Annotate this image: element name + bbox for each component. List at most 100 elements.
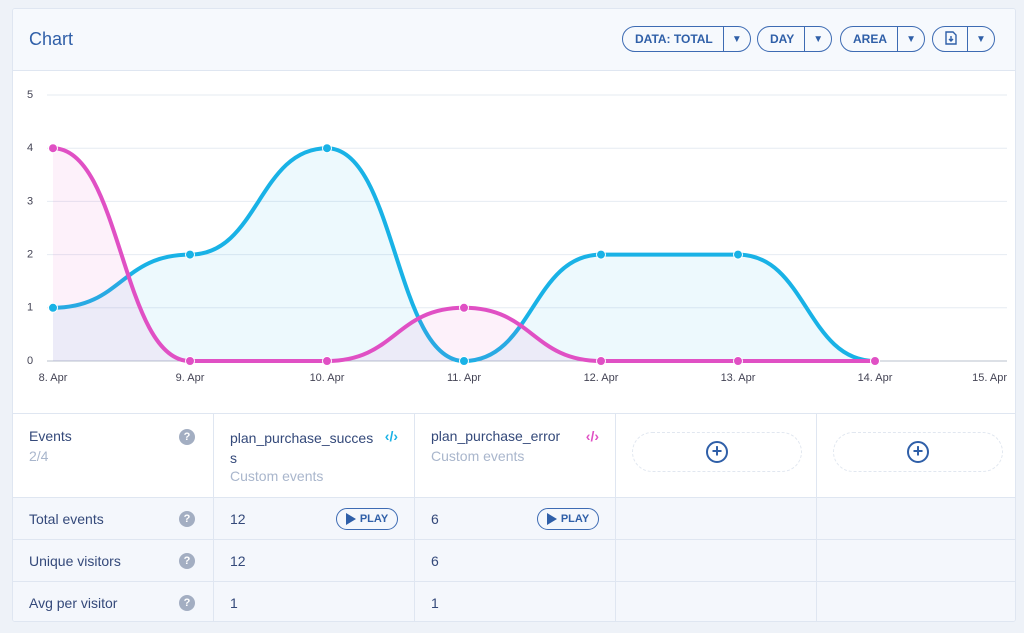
events-table: Events 2/4 ? plan_purchase_success Custo…	[13, 413, 1015, 621]
play-button[interactable]: PLAY	[537, 508, 599, 530]
x-tick-label: 9. Apr	[176, 372, 205, 384]
events-label: Events	[29, 428, 72, 444]
help-icon[interactable]: ?	[179, 595, 195, 611]
data-point	[596, 356, 606, 366]
event-column: plan_purchase_success Custom events ‹/›	[214, 414, 415, 498]
chart: 0 1 2 3 4 5 8. Apr 9. Apr 10. Apr 11. Apr 12. Apr 1…	[27, 89, 1007, 384]
data-point	[733, 249, 743, 260]
y-tick-label: 3	[27, 195, 33, 207]
x-tick-label: 10. Apr	[310, 372, 345, 384]
dropdown-arrow[interactable]: ▼	[722, 27, 750, 51]
row-label: Avg per visitor	[29, 595, 118, 611]
row-label: Unique visitors	[29, 553, 121, 569]
area-fill	[53, 148, 875, 361]
event-subtitle: Custom events	[431, 448, 525, 464]
event-name: plan_purchase_error	[431, 428, 561, 444]
data-point	[48, 143, 58, 154]
code-icon[interactable]: ‹/›	[585, 428, 599, 444]
code-icon[interactable]: ‹/›	[384, 428, 398, 444]
row-value: 1	[230, 595, 238, 611]
events-header: Events 2/4 ?	[13, 414, 214, 498]
data-point	[459, 356, 469, 366]
row-label-cell: Unique visitors?	[13, 540, 214, 582]
x-tick-label: 8. Apr	[39, 372, 68, 384]
row-value: 6	[431, 511, 439, 527]
add-event-button[interactable]: +	[833, 432, 1003, 472]
empty-cell	[616, 540, 817, 582]
x-tick-label: 13. Apr	[721, 372, 756, 384]
event-column: plan_purchase_error Custom events ‹/›	[415, 414, 616, 498]
add-event-cell: +	[616, 414, 817, 498]
event-subtitle: Custom events	[230, 468, 324, 484]
x-tick-label: 14. Apr	[858, 372, 893, 384]
data-point	[185, 249, 195, 260]
empty-cell	[817, 498, 1015, 540]
card-title: Chart	[29, 29, 74, 49]
y-tick-label: 2	[27, 249, 33, 261]
add-event-button[interactable]: +	[632, 432, 802, 472]
data-button[interactable]: DATA: TOTAL ▼	[622, 26, 751, 52]
card-header: Chart DATA: TOTAL ▼ DAY ▼ AREA ▼ ▼	[13, 9, 1015, 71]
y-tick-label: 0	[27, 355, 33, 367]
file-icon	[945, 30, 957, 45]
data-point	[596, 249, 606, 260]
y-tick-label: 1	[27, 302, 33, 314]
value-cell: 1	[415, 582, 616, 621]
plus-icon: +	[706, 441, 728, 463]
row-label-cell: Total events?	[13, 498, 214, 540]
events-count: 2/4	[29, 448, 49, 464]
plus-icon: +	[907, 441, 929, 463]
chart-card: Chart DATA: TOTAL ▼ DAY ▼ AREA ▼ ▼ 0 1 2 3 4 5 8.…	[12, 8, 1016, 622]
button-label: DATA: TOTAL	[635, 32, 713, 46]
y-tick-label: 4	[27, 142, 33, 154]
value-cell: 12 PLAY	[214, 498, 415, 540]
add-event-cell: +	[817, 414, 1015, 498]
play-label: PLAY	[560, 513, 590, 525]
data-point	[48, 302, 58, 313]
button-label: AREA	[853, 32, 888, 46]
empty-cell	[616, 582, 817, 621]
row-value: 12	[230, 511, 246, 527]
data-point	[733, 356, 743, 366]
data-point	[185, 356, 195, 366]
area-fill	[53, 148, 875, 361]
x-tick-label: 15. Apr	[972, 372, 1007, 384]
x-tick-label: 12. Apr	[584, 372, 619, 384]
export-button[interactable]: ▼	[932, 26, 995, 52]
value-cell: 12	[214, 540, 415, 582]
help-icon[interactable]: ?	[179, 553, 195, 569]
period-button[interactable]: DAY ▼	[757, 26, 833, 52]
row-value: 1	[431, 595, 439, 611]
play-icon	[345, 513, 356, 525]
x-tick-label: 11. Apr	[447, 372, 481, 384]
empty-cell	[817, 582, 1015, 621]
event-name: plan_purchase_success	[230, 430, 374, 466]
chart-type-button[interactable]: AREA ▼	[840, 26, 926, 52]
play-button[interactable]: PLAY	[336, 508, 398, 530]
data-point	[322, 356, 332, 366]
data-point	[870, 356, 880, 366]
empty-cell	[616, 498, 817, 540]
value-cell: 6 PLAY	[415, 498, 616, 540]
value-cell: 1	[214, 582, 415, 621]
series-line	[51, 146, 877, 364]
dropdown-arrow[interactable]: ▼	[804, 27, 831, 51]
row-value: 12	[230, 553, 246, 569]
help-icon[interactable]: ?	[179, 429, 195, 445]
row-value: 6	[431, 553, 439, 569]
value-cell: 6	[415, 540, 616, 582]
button-label: DAY	[770, 32, 795, 46]
dropdown-arrow[interactable]: ▼	[897, 27, 924, 51]
play-label: PLAY	[359, 513, 389, 525]
empty-cell	[817, 540, 1015, 582]
help-icon[interactable]: ?	[179, 511, 195, 527]
row-label: Total events	[29, 511, 104, 527]
dropdown-arrow[interactable]: ▼	[967, 27, 994, 51]
data-point	[322, 143, 332, 154]
data-point	[459, 302, 469, 313]
export-icon	[933, 30, 967, 48]
play-icon	[546, 513, 557, 525]
y-tick-label: 5	[27, 89, 33, 101]
row-label-cell: Avg per visitor?	[13, 582, 214, 621]
